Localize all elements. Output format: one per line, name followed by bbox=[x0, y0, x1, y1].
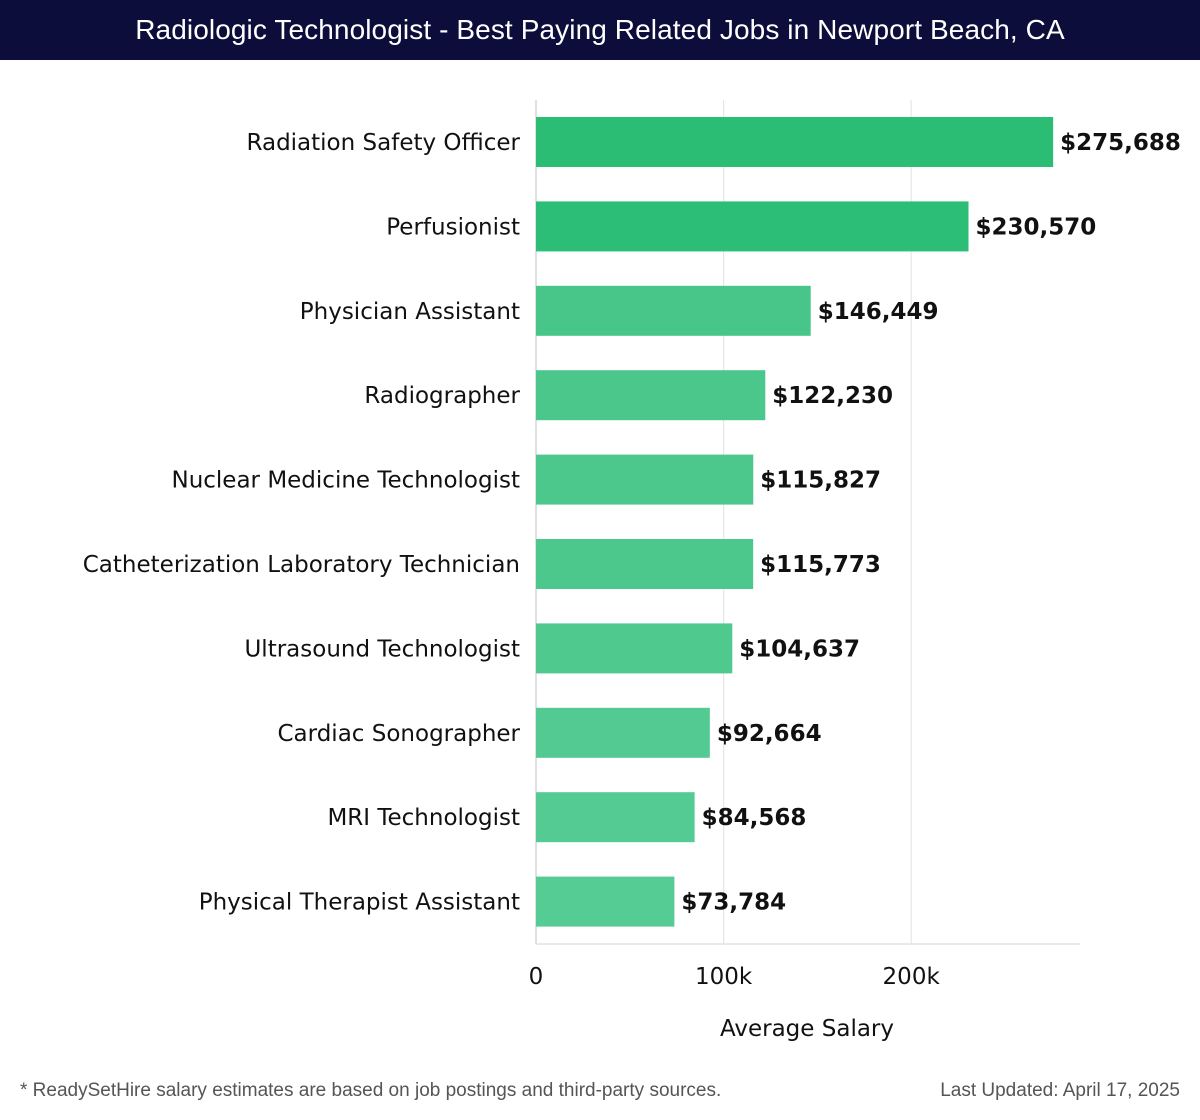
category-label: MRI Technologist bbox=[327, 805, 520, 831]
bar bbox=[536, 792, 695, 843]
x-tick-label: 0 bbox=[529, 964, 544, 990]
bar-chart: 0 100k 200k Radiation Safety Officer Perfus… bbox=[83, 100, 1181, 1042]
footer-note: * ReadySetHire salary estimates are base… bbox=[20, 1080, 722, 1101]
value-label: $230,570 bbox=[976, 214, 1097, 240]
category-label: Radiation Safety Officer bbox=[247, 130, 521, 156]
value-label: $104,637 bbox=[739, 636, 860, 662]
x-tick-label: 200k bbox=[883, 964, 941, 990]
category-labels: Radiation Safety Officer Perfusionist Phys… bbox=[83, 130, 521, 916]
value-label: $275,688 bbox=[1060, 130, 1181, 156]
bar bbox=[536, 623, 733, 674]
category-label: Physical Therapist Assistant bbox=[199, 890, 520, 916]
category-label: Catheterization Laboratory Technician bbox=[83, 552, 520, 578]
value-label: $146,449 bbox=[818, 299, 939, 325]
category-label: Cardiac Sonographer bbox=[278, 721, 521, 747]
category-label: Perfusionist bbox=[386, 214, 520, 240]
value-label: $115,773 bbox=[760, 552, 881, 578]
bar bbox=[536, 539, 754, 589]
bar bbox=[536, 201, 969, 252]
category-label: Physician Assistant bbox=[300, 299, 520, 325]
chart-title: Radiologic Technologist - Best Paying Re… bbox=[0, 0, 1200, 60]
bar bbox=[536, 876, 675, 927]
x-axis-title: Average Salary bbox=[720, 1016, 894, 1042]
value-label: $73,784 bbox=[681, 890, 786, 916]
category-label: Nuclear Medicine Technologist bbox=[171, 468, 520, 494]
last-updated: Last Updated: April 17, 2025 bbox=[940, 1080, 1180, 1101]
bar bbox=[536, 117, 1054, 167]
category-label: Ultrasound Technologist bbox=[244, 636, 520, 662]
value-label: $122,230 bbox=[772, 383, 893, 409]
value-label: $92,664 bbox=[717, 721, 822, 747]
x-tick-label: 100k bbox=[695, 964, 753, 990]
bar bbox=[536, 370, 766, 421]
x-axis: 0 100k 200k bbox=[529, 943, 1080, 990]
bar bbox=[536, 285, 811, 336]
value-label: $115,827 bbox=[760, 468, 881, 494]
category-label: Radiographer bbox=[364, 383, 520, 409]
bar bbox=[536, 707, 710, 758]
value-labels: $275,688 $230,570 $146,449 $122,230 $115,827… bbox=[681, 130, 1181, 916]
bars bbox=[536, 117, 1054, 927]
bar bbox=[536, 454, 754, 505]
value-label: $84,568 bbox=[702, 805, 807, 831]
